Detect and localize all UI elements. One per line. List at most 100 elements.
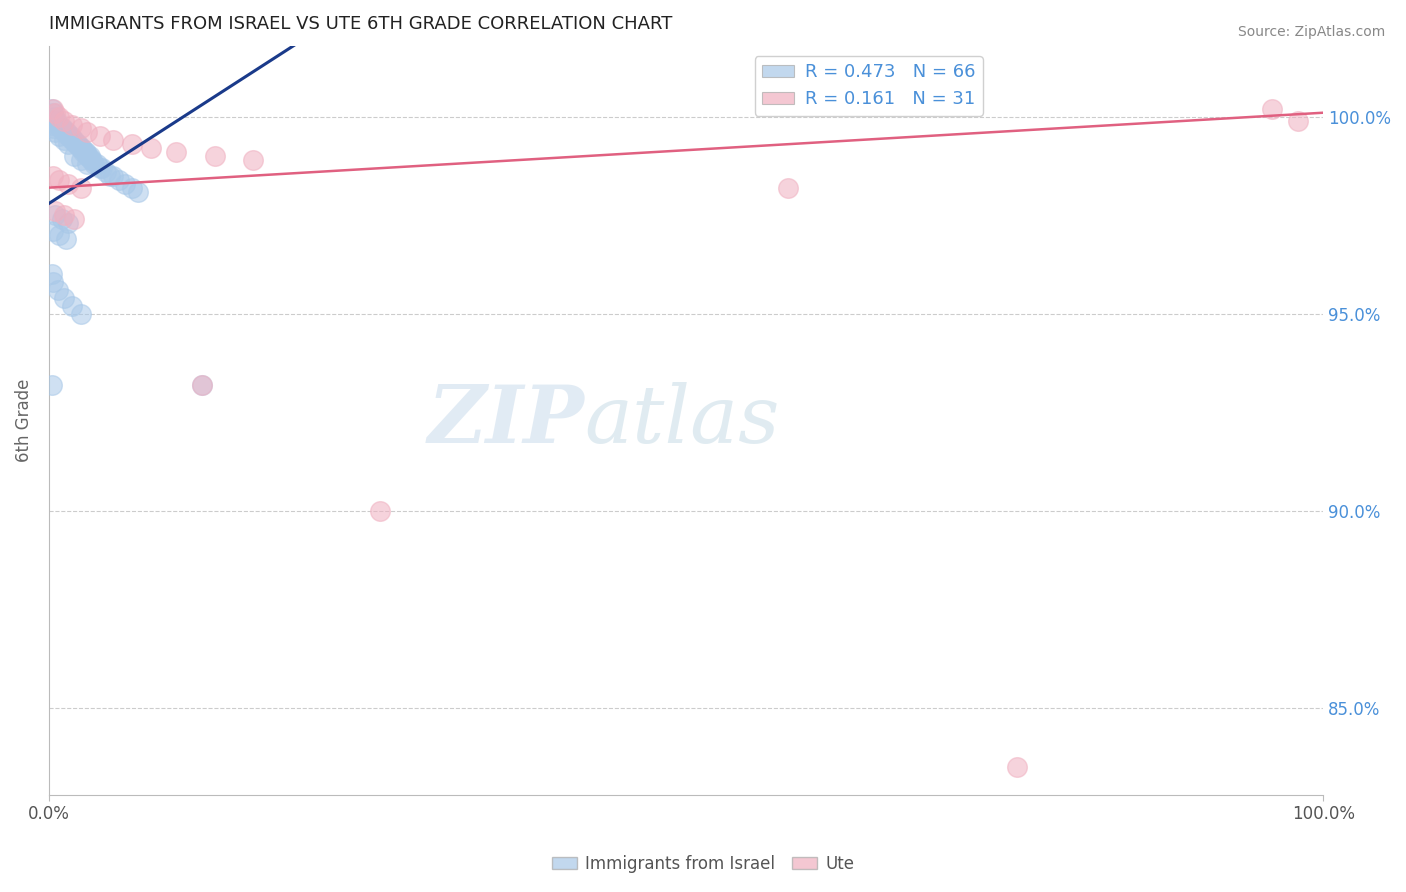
Point — [91, 161, 114, 175]
Point — [69, 307, 91, 321]
Legend: Immigrants from Israel, Ute: Immigrants from Israel, Ute — [546, 848, 860, 880]
Point — [48, 129, 70, 144]
Point — [65, 137, 87, 152]
Point — [48, 173, 70, 187]
Point — [42, 102, 65, 116]
Text: ZIP: ZIP — [427, 382, 583, 459]
Point — [51, 212, 73, 227]
Point — [42, 121, 65, 136]
Point — [1261, 102, 1284, 116]
Point — [108, 173, 131, 187]
Point — [52, 121, 75, 136]
Point — [56, 125, 79, 139]
Point — [139, 141, 162, 155]
Text: IMMIGRANTS FROM ISRAEL VS UTE 6TH GRADE CORRELATION CHART: IMMIGRANTS FROM ISRAEL VS UTE 6TH GRADE … — [49, 15, 672, 33]
Point — [89, 129, 111, 144]
Point — [42, 110, 65, 124]
Point — [41, 268, 63, 282]
Point — [1286, 113, 1309, 128]
Point — [41, 102, 63, 116]
Point — [101, 169, 124, 183]
Point — [44, 113, 66, 128]
Point — [63, 133, 86, 147]
Point — [56, 137, 79, 152]
Point — [48, 227, 70, 242]
Point — [69, 141, 91, 155]
Point — [76, 125, 98, 139]
Point — [51, 121, 73, 136]
Point — [46, 118, 69, 132]
Point — [96, 165, 118, 179]
Point — [44, 208, 66, 222]
Point — [86, 157, 108, 171]
Point — [1007, 760, 1029, 774]
Legend: R = 0.473   N = 66, R = 0.161   N = 31: R = 0.473 N = 66, R = 0.161 N = 31 — [755, 56, 983, 116]
Point — [44, 204, 66, 219]
Point — [70, 141, 93, 155]
Point — [67, 137, 90, 152]
Text: Source: ZipAtlas.com: Source: ZipAtlas.com — [1237, 25, 1385, 39]
Point — [55, 232, 77, 246]
Point — [101, 133, 124, 147]
Point — [80, 153, 103, 167]
Point — [127, 185, 149, 199]
Point — [53, 208, 76, 222]
Point — [69, 153, 91, 167]
Point — [56, 177, 79, 191]
Point — [60, 133, 83, 147]
Point — [42, 105, 65, 120]
Y-axis label: 6th Grade: 6th Grade — [15, 379, 32, 462]
Point — [63, 149, 86, 163]
Point — [48, 118, 70, 132]
Point — [69, 121, 91, 136]
Point — [46, 283, 69, 297]
Point — [42, 169, 65, 183]
Point — [73, 145, 96, 160]
Point — [66, 137, 89, 152]
Point — [77, 149, 100, 163]
Point — [42, 224, 65, 238]
Point — [121, 180, 143, 194]
Point — [44, 125, 66, 139]
Point — [44, 105, 66, 120]
Point — [204, 149, 226, 163]
Point — [41, 377, 63, 392]
Point — [98, 169, 121, 183]
Point — [60, 299, 83, 313]
Point — [53, 133, 76, 147]
Point — [75, 145, 97, 160]
Point — [368, 504, 391, 518]
Point — [42, 276, 65, 290]
Point — [41, 118, 63, 132]
Point — [53, 125, 76, 139]
Point — [45, 113, 67, 128]
Point — [89, 161, 111, 175]
Point — [55, 125, 77, 139]
Point — [48, 110, 70, 124]
Point — [53, 113, 76, 128]
Point — [69, 180, 91, 194]
Point — [82, 153, 104, 167]
Point — [56, 216, 79, 230]
Point — [191, 377, 214, 392]
Point — [776, 180, 799, 194]
Point — [114, 177, 136, 191]
Point — [53, 291, 76, 305]
Point — [63, 212, 86, 227]
Point — [165, 145, 187, 160]
Point — [56, 129, 79, 144]
Text: atlas: atlas — [583, 382, 779, 459]
Point — [83, 157, 105, 171]
Point — [72, 145, 94, 160]
Point — [121, 137, 143, 152]
Point — [191, 377, 214, 392]
Point — [69, 141, 91, 155]
Point — [76, 149, 98, 163]
Point — [49, 121, 72, 136]
Point — [242, 153, 264, 167]
Point — [59, 129, 82, 144]
Point — [76, 157, 98, 171]
Point — [79, 149, 101, 163]
Point — [62, 133, 84, 147]
Point — [60, 118, 83, 132]
